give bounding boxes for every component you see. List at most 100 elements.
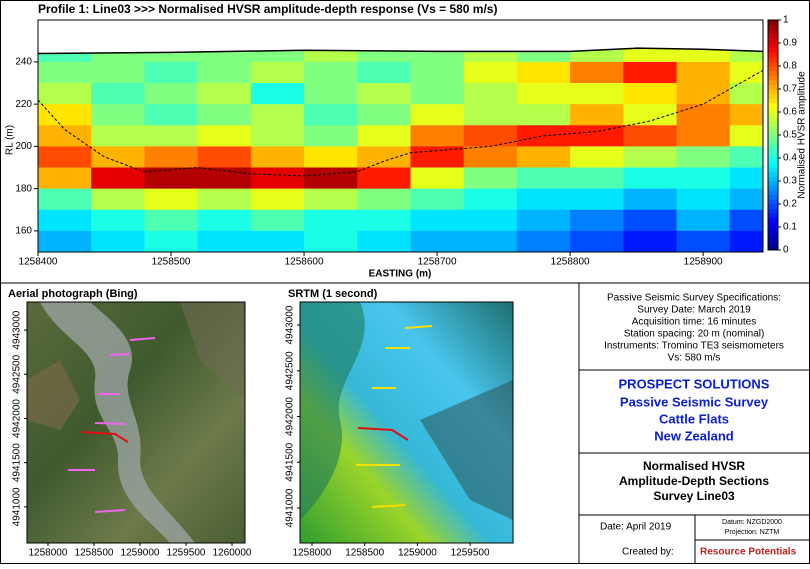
heat-cell: [623, 146, 678, 169]
heat-cell: [570, 125, 624, 147]
colorbar-step: [768, 20, 778, 26]
colorbar-tick-label: 0.5: [783, 130, 797, 141]
heat-cell: [38, 125, 92, 147]
heat-cell: [676, 188, 731, 211]
heat-cell: [357, 61, 411, 84]
heat-cell: [410, 146, 465, 169]
spec-line: Passive Seismic Survey Specifications:: [607, 293, 781, 304]
colorbar-step: [768, 56, 778, 62]
heat-cell: [623, 83, 678, 105]
heat-cell: [38, 209, 92, 232]
heat-cell: [357, 146, 411, 169]
map-x-tick-label: 1258500: [345, 548, 384, 559]
heat-cell: [516, 146, 571, 169]
colorbar-step: [768, 70, 778, 76]
axes: 1258400 1258500 1258600 1258700 1258800 12589…: [15, 15, 797, 268]
heat-cell: [91, 146, 145, 169]
colorbar-step: [768, 176, 778, 182]
heat-cell: [463, 230, 518, 252]
heat-cell: [410, 104, 465, 126]
colorbar-step: [768, 116, 778, 122]
heat-cell: [570, 188, 624, 211]
map-x-tick-label: 1260000: [213, 548, 252, 559]
map-x-tick-label: 1259000: [398, 548, 437, 559]
company-line: New Zealand: [654, 428, 734, 443]
heat-cell: [38, 146, 92, 169]
heat-cell: [729, 209, 763, 232]
colorbar-step: [768, 139, 778, 145]
heat-cell: [304, 61, 358, 84]
heat-cell: [144, 167, 199, 190]
sheet-title: Survey Line03: [653, 489, 735, 503]
colorbar-step: [768, 222, 778, 228]
map-axes: 1258000 1258500 1259000 1259500 1260000 49410…: [12, 305, 490, 558]
heat-cell: [250, 146, 305, 169]
y-tick-label: 200: [15, 141, 32, 152]
map-x-tick-label: 1258500: [75, 548, 114, 559]
heat-cell: [623, 167, 678, 190]
heat-cell: [197, 230, 252, 252]
colorbar-step: [768, 190, 778, 196]
colorbar-step: [768, 24, 778, 30]
heat-cell: [676, 104, 731, 126]
heat-cell: [516, 167, 571, 190]
heat-cell: [676, 125, 731, 147]
colorbar-step: [768, 185, 778, 191]
spec-line: Station spacing: 20 m (nominal): [624, 329, 765, 340]
created-by: Created by:: [622, 547, 674, 558]
aerial-image: [27, 302, 245, 543]
colorbar-step: [768, 102, 778, 108]
colorbar-step: [768, 75, 778, 81]
heat-cell: [463, 61, 518, 84]
plot-frame: [37, 19, 764, 253]
colorbar-step: [768, 38, 778, 44]
heat-cell: [463, 104, 518, 126]
y-axis-label: RL (m): [5, 125, 16, 155]
heat-cell: [304, 104, 358, 126]
map-x-tick-label: 1259500: [451, 548, 490, 559]
colorbar-step: [768, 112, 778, 118]
heat-cell: [410, 83, 465, 105]
heat-cell: [570, 104, 624, 126]
heat-cell: [570, 61, 624, 84]
heat-cell: [250, 167, 305, 190]
spec-line: Survey Date: March 2019: [637, 305, 751, 316]
heat-cell: [676, 83, 731, 105]
company-line: Passive Seismic Survey: [620, 394, 769, 409]
heat-cell: [623, 125, 678, 147]
heat-cell: [516, 83, 571, 105]
colorbar-step: [768, 204, 778, 210]
heat-cell: [197, 125, 252, 147]
map-y-tick-label: 4941000: [285, 488, 296, 527]
x-axis-label: EASTING (m): [369, 269, 432, 280]
colorbar-step: [768, 213, 778, 219]
x-tick-label: 1258800: [551, 257, 590, 268]
heat-cell: [91, 167, 145, 190]
map-y-tick-label: 4942000: [285, 397, 296, 436]
heat-cell: [410, 188, 465, 211]
heat-cell: [304, 125, 358, 147]
map-frame: [26, 301, 246, 544]
heat-cell: [250, 83, 305, 105]
heat-cell: [357, 104, 411, 126]
map-y-tick-label: 4941500: [12, 443, 23, 482]
map-y-tick-label: 4941500: [285, 442, 296, 481]
heat-cell: [357, 209, 411, 232]
heat-cell: [38, 61, 92, 84]
heat-cell: [197, 209, 252, 232]
heat-cell: [516, 209, 571, 232]
heat-cell: [197, 104, 252, 126]
colorbar-step: [768, 194, 778, 200]
heat-cell: [91, 209, 145, 232]
heat-cell: [144, 83, 199, 105]
heat-cell: [250, 61, 305, 84]
heat-cell: [516, 188, 571, 211]
heat-cell: [410, 167, 465, 190]
colorbar-step: [768, 29, 778, 35]
heat-cell: [197, 61, 252, 84]
heat-cell: [38, 167, 92, 190]
map-x-tick-label: 1258000: [29, 548, 68, 559]
heatmap: [38, 20, 763, 252]
heat-cell: [144, 230, 199, 252]
heat-cell: [463, 167, 518, 190]
